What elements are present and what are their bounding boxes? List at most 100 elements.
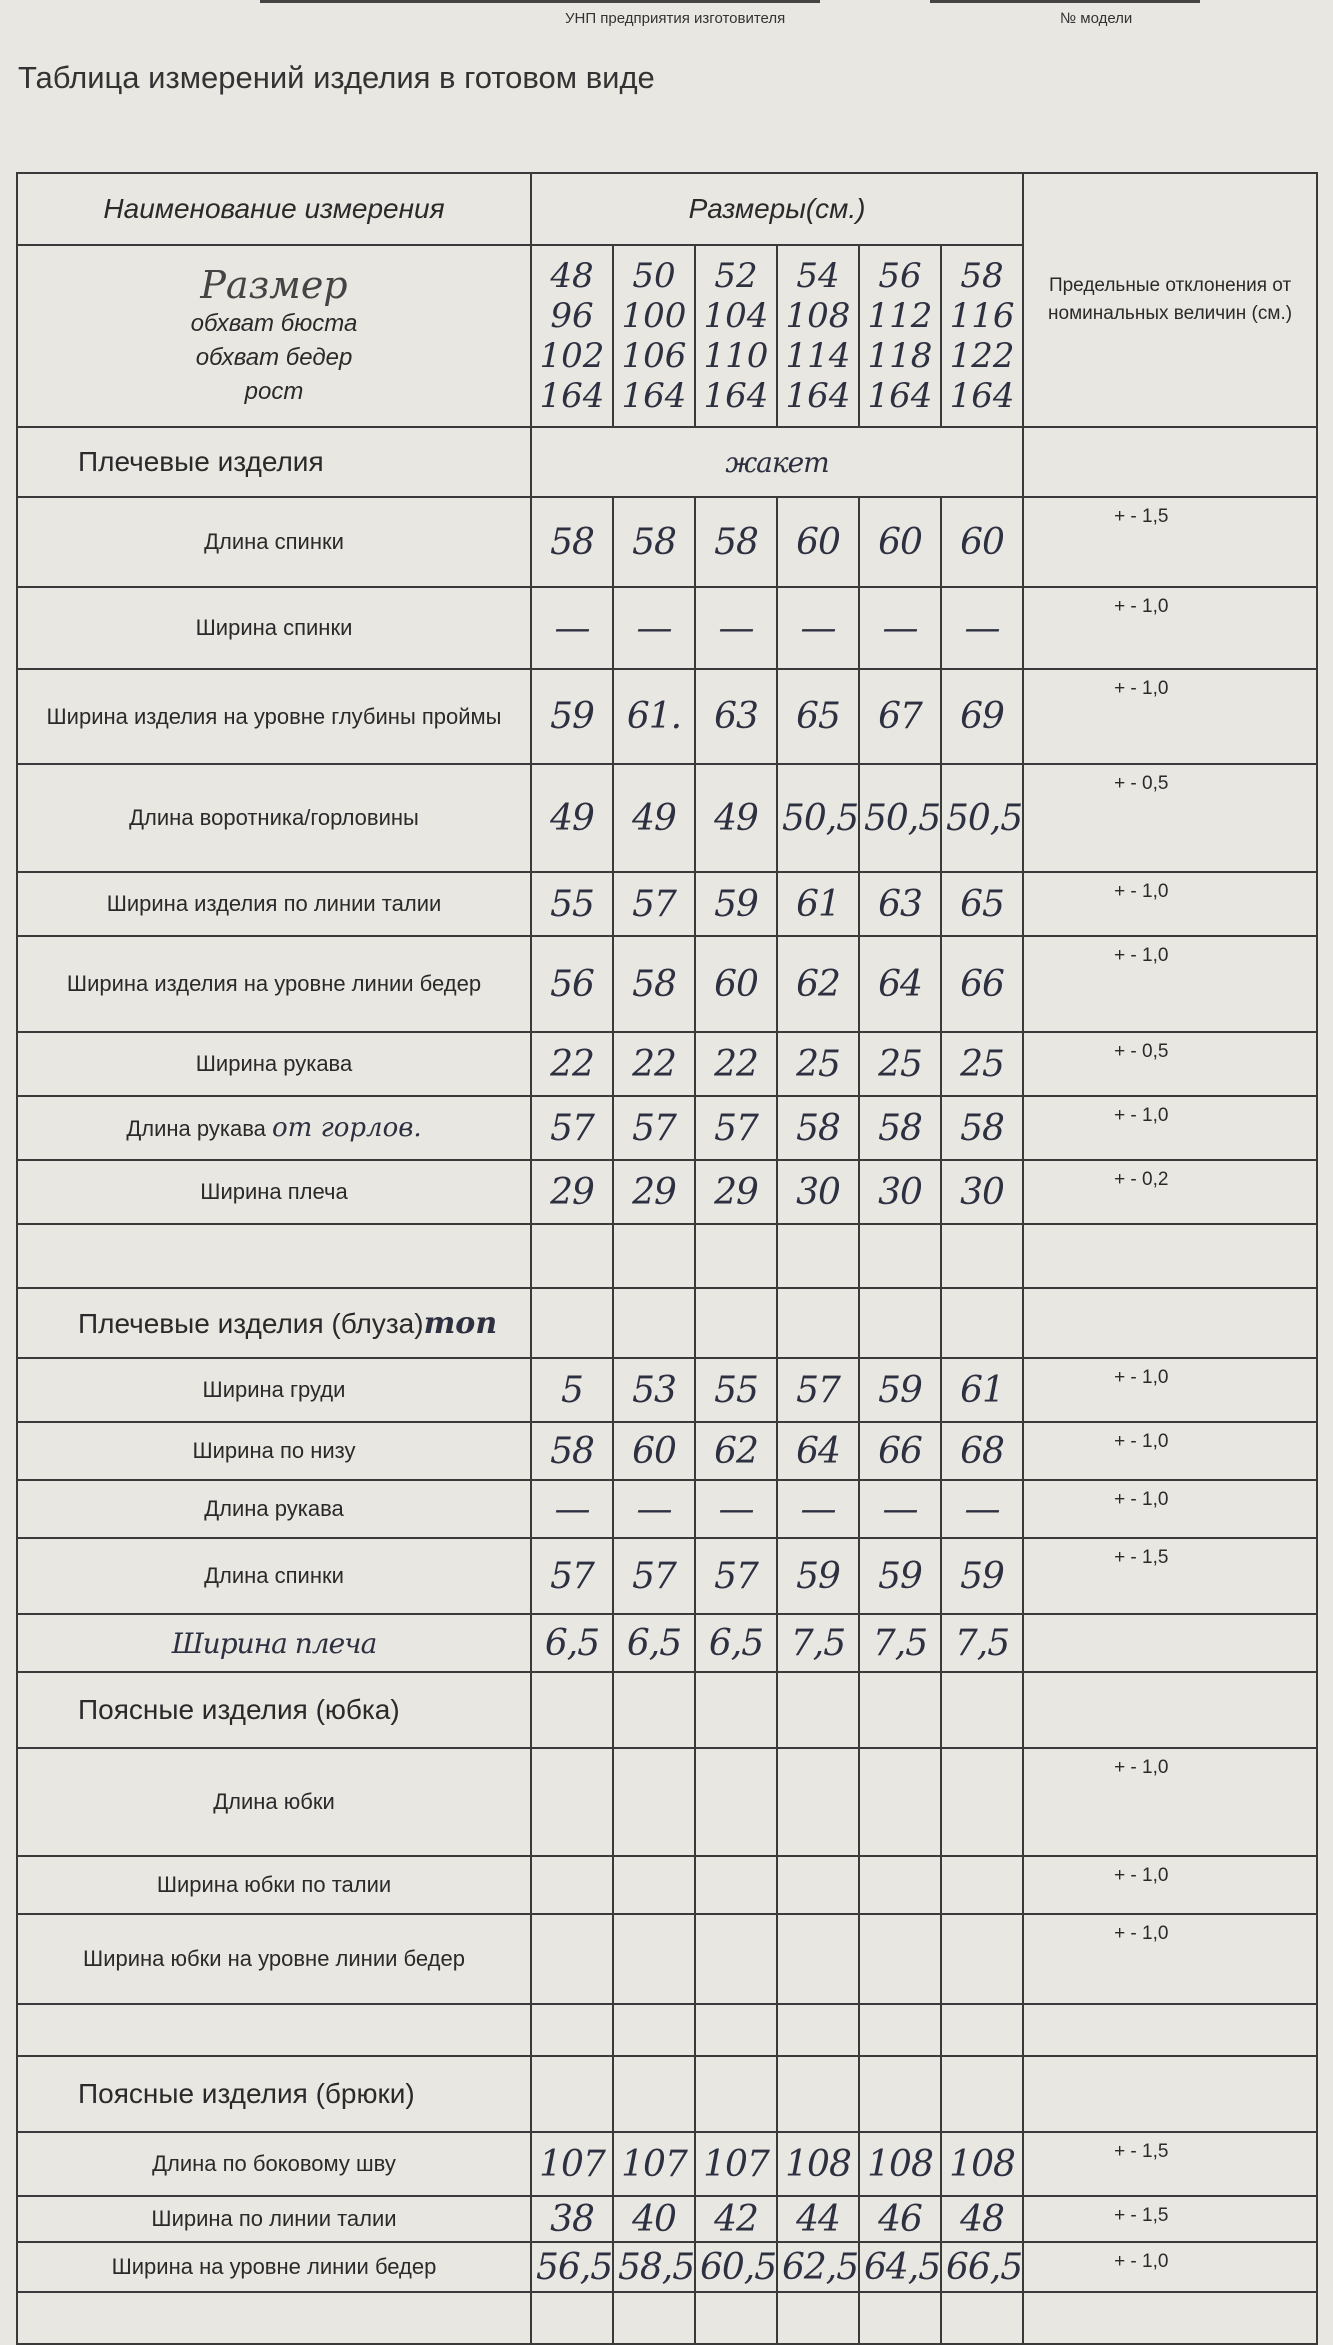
size-definition-row: Размер обхват бюста обхват бедер рост 48… — [16, 244, 1317, 428]
measurement-value — [776, 1913, 860, 2005]
empty-cell — [939, 1671, 1025, 1749]
measurement-label: Ширина плеча — [200, 1179, 348, 1204]
bust-label: обхват бюста — [190, 310, 358, 337]
size-value: 96 — [550, 296, 594, 336]
model-number-label: № модели — [1060, 10, 1133, 27]
measurement-value: 29 — [612, 1159, 696, 1225]
tolerance-value: + - 1,0 — [1022, 2241, 1319, 2293]
size-value: 106 — [621, 336, 687, 376]
measurement-label: Ширина юбки на уровне линии бедер — [83, 1946, 465, 1971]
tolerance-value: + - 1,0 — [1022, 1095, 1319, 1161]
table-row: Ширина изделия на уровне глубины проймы 5… — [16, 668, 1319, 765]
measurement-value: 59 — [858, 1537, 942, 1615]
measurement-value: 64 — [776, 1421, 860, 1481]
tolerance-value: + - 1,0 — [1022, 1479, 1319, 1539]
measurement-label: Длина спинки — [204, 529, 344, 554]
measurement-value: 48 — [939, 2195, 1025, 2243]
measurement-value: 60 — [858, 496, 942, 588]
measurement-value — [858, 1747, 942, 1857]
measurement-value: 30 — [776, 1159, 860, 1225]
size-value: 48 — [550, 256, 594, 296]
table-row: Ширина плеча 29 29 29 30 30 30 + - 0,2 — [16, 1159, 1319, 1225]
unp-field-line — [260, 0, 820, 3]
measurement-value: 58 — [612, 496, 696, 588]
measurement-value: 7,5 — [858, 1613, 942, 1673]
empty-cell — [694, 2003, 778, 2057]
measurement-value: 50,5 — [858, 763, 942, 873]
model-field-line — [930, 0, 1200, 3]
table-row: Длина спинки 58 58 58 60 60 60 + - 1,5 — [16, 496, 1319, 588]
measurement-value: 64,5 — [858, 2241, 942, 2293]
measurement-label: Ширина юбки по талии — [156, 1872, 392, 1897]
size-value: 164 — [539, 376, 605, 416]
empty-cell — [858, 2003, 942, 2057]
tolerance-value: + - 1,0 — [1022, 668, 1319, 765]
measurement-value: 25 — [939, 1031, 1025, 1097]
size-value: 118 — [867, 336, 933, 376]
measurement-value: 108 — [939, 2131, 1025, 2197]
measurement-value: 108 — [858, 2131, 942, 2197]
measurement-value: 59 — [776, 1537, 860, 1615]
measurement-value: 67 — [858, 668, 942, 765]
size-handwritten-label: Размер — [200, 263, 348, 307]
measurement-value: 58 — [530, 496, 614, 588]
name-column-header: Наименование измерения — [16, 172, 532, 246]
empty-cell — [1022, 1671, 1319, 1749]
measurement-name: Ширина на уровне линии бедер — [16, 2241, 532, 2293]
measurement-value: 29 — [694, 1159, 778, 1225]
measurement-value: 57 — [776, 1357, 860, 1423]
size-value: 164 — [785, 376, 851, 416]
measurement-value: 6,5 — [694, 1613, 778, 1673]
measurement-value: 42 — [694, 2195, 778, 2243]
size-column-2: 52 104 110 164 — [694, 244, 778, 428]
measurement-value: 29 — [530, 1159, 614, 1225]
measurement-value: 6,5 — [612, 1613, 696, 1673]
measurement-value: — — [530, 1479, 614, 1539]
measurement-name: Ширина груди — [16, 1357, 532, 1423]
measurement-value: 57 — [694, 1095, 778, 1161]
measurement-value: 57 — [612, 1537, 696, 1615]
size-value: 50 — [632, 256, 676, 296]
tolerance-value: + - 1,0 — [1022, 871, 1319, 937]
empty-row — [16, 2003, 1319, 2057]
tolerance-value: + - 1,0 — [1022, 1357, 1319, 1423]
table-row: Ширина изделия по линии талии 55 57 59 61 63 6… — [16, 871, 1319, 937]
measurement-label: Ширина изделия по линии талии — [106, 891, 442, 916]
measurement-value: 49 — [612, 763, 696, 873]
measurement-value: 58 — [858, 1095, 942, 1161]
measurement-value: 60,5 — [694, 2241, 778, 2293]
empty-cell — [939, 2055, 1025, 2133]
measurement-label: Длина рукава — [126, 1116, 266, 1141]
measurement-label: Ширина спинки — [195, 615, 353, 640]
tolerance-value: + - 1,5 — [1022, 1537, 1319, 1615]
section-label: Поясные изделия (юбка) — [78, 1694, 400, 1725]
table-row: Ширина юбки по талии + - 1,0 — [16, 1855, 1319, 1915]
empty-cell — [612, 1223, 696, 1289]
measurement-value: — — [694, 1479, 778, 1539]
tolerance-value — [1022, 1613, 1319, 1673]
tolerance-value: + - 1,5 — [1022, 2195, 1319, 2243]
measurement-value: 58 — [694, 496, 778, 588]
measurement-label: Длина по боковому шву — [152, 2151, 396, 2176]
table-row: Длина рукава — — — — — — + - 1,0 — [16, 1479, 1319, 1539]
measurement-value: 59 — [530, 668, 614, 765]
tolerance-value: + - 1,0 — [1022, 586, 1319, 670]
table-row: Ширина плеча 6,5 6,5 6,5 7,5 7,5 7,5 — [16, 1613, 1319, 1673]
section-row: Плечевые изделия жакет — [16, 426, 1319, 498]
measurement-name: Длина спинки — [16, 1537, 532, 1615]
measurement-value: — — [612, 586, 696, 670]
measurement-value: 59 — [858, 1357, 942, 1423]
measurement-value: 7,5 — [776, 1613, 860, 1673]
measurement-value: — — [939, 1479, 1025, 1539]
measurement-value: 65 — [776, 668, 860, 765]
measurement-value: 108 — [776, 2131, 860, 2197]
empty-cell — [858, 2055, 942, 2133]
table-row: Длина спинки 57 57 57 59 59 59 + - 1,5 — [16, 1537, 1319, 1615]
table-row: Ширина по линии талии 38 40 42 44 46 48 + - 1,5 — [16, 2195, 1319, 2243]
measurement-value: 63 — [694, 668, 778, 765]
measurement-value: 22 — [530, 1031, 614, 1097]
section-label: Плечевые изделия (блуза) — [78, 1307, 424, 1339]
measurement-value: 58 — [939, 1095, 1025, 1161]
empty-cell — [612, 1671, 696, 1749]
tolerance-value: + - 1,5 — [1022, 496, 1319, 588]
